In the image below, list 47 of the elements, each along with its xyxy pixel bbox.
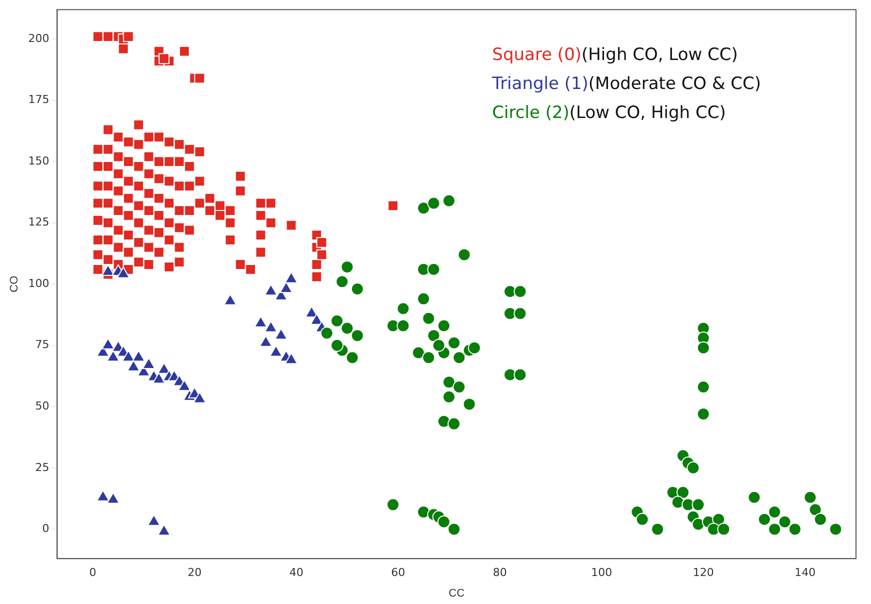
point — [147, 514, 160, 526]
x-axis-title: CC — [448, 587, 465, 600]
point — [106, 350, 120, 362]
x-tick-label: 20 — [188, 566, 202, 580]
point — [142, 357, 156, 369]
y-tick-label: 200 — [28, 32, 50, 45]
point — [269, 345, 283, 357]
point — [116, 266, 130, 278]
x-tick-label: 60 — [391, 566, 406, 580]
x-tick-label: 40 — [289, 566, 304, 580]
x-tick-label: 140 — [794, 566, 816, 580]
point — [274, 328, 288, 340]
point — [106, 492, 120, 504]
x-tick-label: 120 — [692, 566, 714, 580]
point — [193, 392, 206, 404]
point — [280, 282, 293, 293]
point — [132, 350, 146, 362]
y-axis-title: CO — [8, 275, 21, 292]
point — [264, 284, 278, 296]
y-tick-label: 100 — [28, 276, 50, 290]
y-tick-label: 125 — [28, 216, 50, 229]
point — [122, 350, 135, 362]
point — [284, 272, 298, 284]
point — [152, 372, 166, 384]
y-tick-label: 175 — [28, 93, 50, 106]
point — [254, 316, 268, 328]
y-tick-label: 150 — [28, 154, 50, 168]
point — [178, 380, 191, 392]
point — [102, 264, 115, 276]
point — [102, 338, 115, 350]
point — [284, 352, 298, 364]
x-tick-label: 100 — [591, 566, 612, 580]
x-tick-label: 0 — [89, 566, 96, 580]
text: Triangle (1)(Moderate CO & CC) — [491, 74, 762, 94]
point — [264, 320, 278, 332]
point — [126, 360, 140, 372]
y-tick-label: 75 — [35, 338, 50, 352]
text: Circle (2)(Low CO, High CC) — [492, 103, 726, 124]
y-tick-label: 25 — [35, 460, 50, 474]
y-tick-label: 0 — [42, 522, 50, 536]
text: Square (0)(High CO, Low CC) — [492, 45, 738, 66]
point — [224, 294, 237, 306]
x-tick-label: 80 — [492, 566, 507, 580]
point — [259, 335, 272, 347]
point — [96, 490, 110, 502]
y-tick-label: 50 — [35, 400, 50, 413]
point — [157, 524, 171, 536]
